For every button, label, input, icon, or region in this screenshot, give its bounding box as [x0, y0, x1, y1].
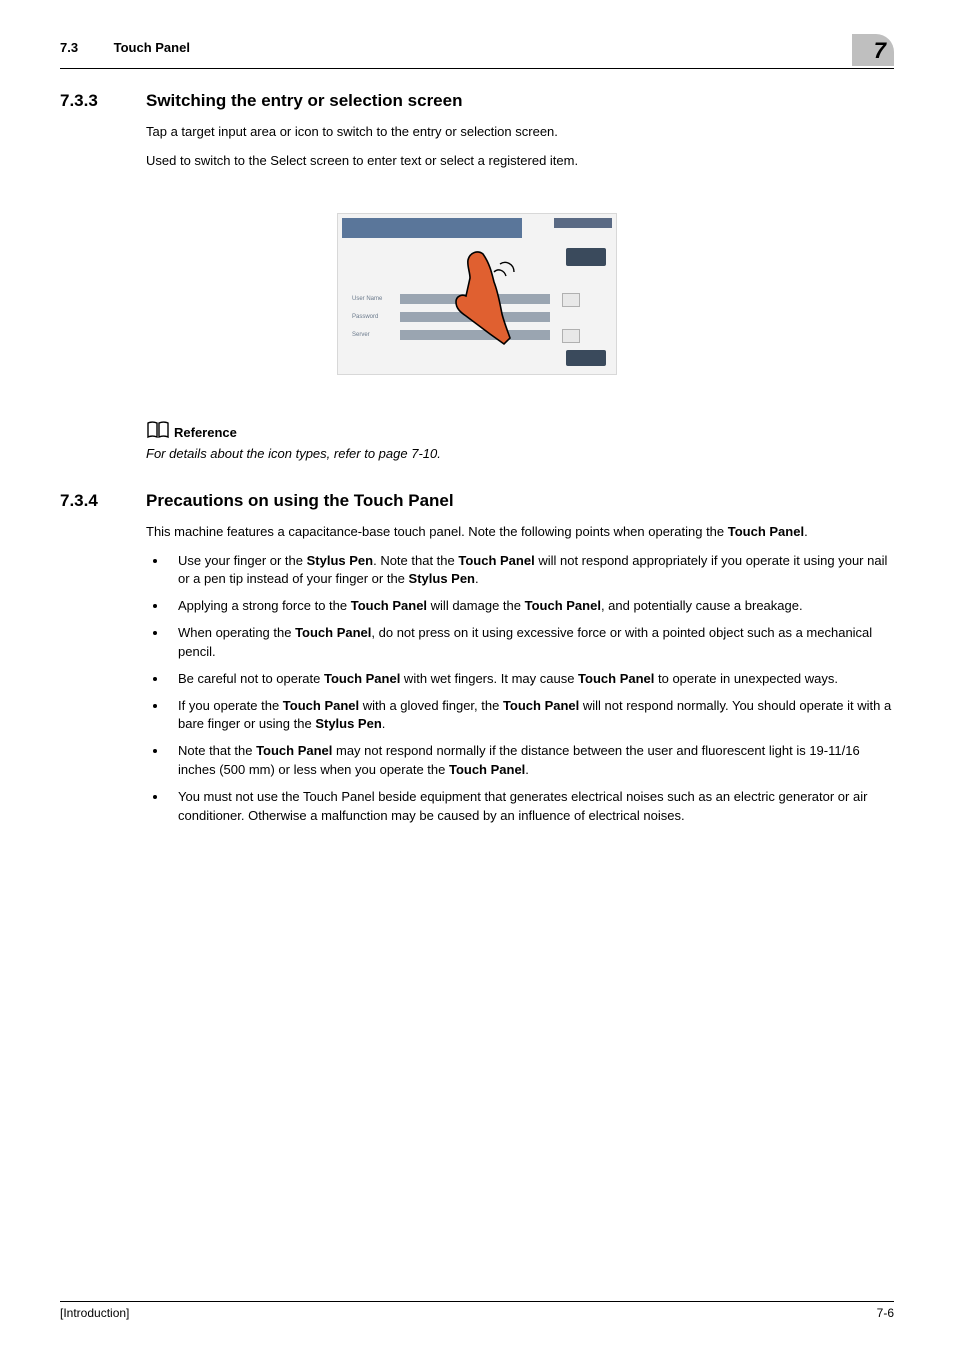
- header-section-title: Touch Panel: [114, 40, 190, 55]
- section-number: 7.3.4: [60, 491, 146, 511]
- touch-panel-illustration: User Name Password Server: [337, 213, 617, 375]
- text-bold: Stylus Pen: [307, 553, 373, 568]
- text-run: Note that the: [178, 743, 256, 758]
- section-number: 7.3.3: [60, 91, 146, 111]
- text-run: .: [804, 524, 808, 539]
- text-run: .: [475, 571, 479, 586]
- panel-login-button: [566, 350, 606, 366]
- text-bold: Touch Panel: [295, 625, 371, 640]
- text-bold: Touch Panel: [578, 671, 654, 686]
- page-header: 7.3 Touch Panel 7: [60, 40, 894, 69]
- section-title: Precautions on using the Touch Panel: [146, 491, 454, 511]
- text-bold: Touch Panel: [503, 698, 579, 713]
- text-run: , and potentially cause a breakage.: [601, 598, 803, 613]
- section-heading-734: 7.3.4 Precautions on using the Touch Pan…: [60, 491, 894, 511]
- text-run: This machine features a capacitance-base…: [146, 524, 728, 539]
- page-footer: [Introduction] 7-6: [60, 1301, 894, 1320]
- text-run: If you operate the: [178, 698, 283, 713]
- paragraph: This machine features a capacitance-base…: [146, 523, 894, 542]
- header-left: 7.3 Touch Panel: [60, 40, 190, 55]
- list-item: Note that the Touch Panel may not respon…: [168, 742, 894, 780]
- list-item: Applying a strong force to the Touch Pan…: [168, 597, 894, 616]
- text-run: When operating the: [178, 625, 295, 640]
- reference-row: Reference: [146, 421, 894, 444]
- text-run: to operate in unexpected ways.: [654, 671, 838, 686]
- text-bold: Touch Panel: [458, 553, 534, 568]
- panel-label: User Name: [352, 296, 382, 302]
- paragraph: Tap a target input area or icon to switc…: [146, 123, 894, 142]
- text-bold: Stylus Pen: [409, 571, 475, 586]
- text-run: Use your finger or the: [178, 553, 307, 568]
- text-run: Applying a strong force to the: [178, 598, 351, 613]
- text-bold: Touch Panel: [283, 698, 359, 713]
- footer-right: 7-6: [877, 1306, 894, 1320]
- list-item: When operating the Touch Panel, do not p…: [168, 624, 894, 662]
- text-bold: Touch Panel: [324, 671, 400, 686]
- panel-top-right: [554, 218, 612, 228]
- book-icon: [146, 421, 170, 444]
- text-run: Be careful not to operate: [178, 671, 324, 686]
- text-run: with a gloved finger, the: [359, 698, 503, 713]
- text-run: with wet fingers. It may cause: [400, 671, 578, 686]
- precautions-list: Use your finger or the Stylus Pen. Note …: [146, 552, 894, 826]
- section-heading-733: 7.3.3 Switching the entry or selection s…: [60, 91, 894, 111]
- text-run: .: [382, 716, 386, 731]
- text-bold: Touch Panel: [351, 598, 427, 613]
- reference-text: For details about the icon types, refer …: [146, 446, 894, 461]
- panel-pill: [566, 248, 606, 266]
- list-item: Be careful not to operate Touch Panel wi…: [168, 670, 894, 689]
- section-title: Switching the entry or selection screen: [146, 91, 462, 111]
- text-bold: Touch Panel: [256, 743, 332, 758]
- text-run: . Note that the: [373, 553, 458, 568]
- panel-top-bar: [342, 218, 522, 238]
- panel-label: Password: [352, 314, 378, 320]
- hand-pointer-icon: [448, 242, 568, 362]
- text-run: .: [525, 762, 529, 777]
- chapter-tab: 7: [852, 34, 894, 66]
- figure-touch-panel: User Name Password Server: [60, 213, 894, 375]
- reference-label: Reference: [174, 425, 237, 440]
- list-item: If you operate the Touch Panel with a gl…: [168, 697, 894, 735]
- text-run: You must not use the Touch Panel beside …: [178, 789, 867, 823]
- footer-left: [Introduction]: [60, 1306, 129, 1320]
- text-bold: Touch Panel: [728, 524, 804, 539]
- chapter-number: 7: [874, 38, 886, 64]
- text-bold: Touch Panel: [449, 762, 525, 777]
- text-bold: Stylus Pen: [315, 716, 381, 731]
- list-item: You must not use the Touch Panel beside …: [168, 788, 894, 826]
- panel-label: Server: [352, 332, 370, 338]
- text-run: will damage the: [427, 598, 525, 613]
- header-section-number: 7.3: [60, 40, 110, 55]
- text-bold: Touch Panel: [525, 598, 601, 613]
- list-item: Use your finger or the Stylus Pen. Note …: [168, 552, 894, 590]
- paragraph: Used to switch to the Select screen to e…: [146, 152, 894, 171]
